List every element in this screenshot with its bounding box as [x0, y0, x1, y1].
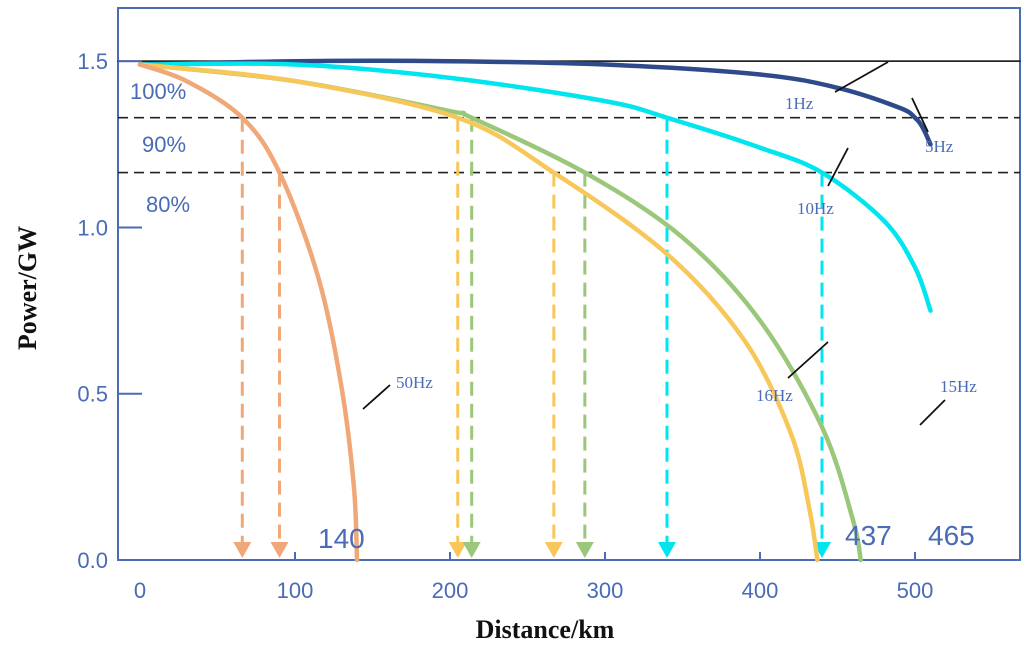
ref-label-90: 90% — [142, 132, 186, 157]
axis-ticks: 0 100 200 300 400 500 0.0 0.5 1.0 1.5 — [77, 49, 933, 603]
series-label-50hz: 50Hz — [396, 373, 433, 392]
series-label-15hz: 15Hz — [940, 377, 977, 396]
series-line-50hz — [137, 62, 360, 563]
series-line-16hz — [137, 62, 820, 563]
drop-arrow-0 — [233, 117, 252, 558]
drop-arrow-7 — [813, 172, 831, 558]
end-label-437: 437 — [845, 520, 892, 551]
end-label-140: 140 — [318, 523, 365, 554]
series-label-16hz: 16Hz — [756, 386, 793, 405]
x-tick-label: 300 — [587, 578, 624, 603]
label-leader-line — [787, 341, 829, 379]
end-label-465: 465 — [928, 520, 975, 551]
x-axis-title: Distance/km — [476, 615, 615, 644]
ref-label-80: 80% — [146, 192, 190, 217]
y-tick-label: 0.0 — [77, 548, 108, 573]
x-tick-label: 500 — [897, 578, 934, 603]
drop-arrow-4 — [544, 172, 563, 558]
x-tick-label: 400 — [742, 578, 779, 603]
drop-arrow-1 — [270, 172, 289, 558]
plot-frame — [117, 7, 1021, 561]
drop-arrows — [233, 117, 831, 558]
y-tick-label: 0.5 — [77, 382, 108, 407]
ref-label-100: 100% — [130, 79, 186, 104]
drop-arrow-3 — [462, 117, 481, 558]
series-line-10hz — [137, 61, 933, 313]
y-axis-title: Power/GW — [13, 226, 42, 350]
drop-arrow-6 — [658, 117, 676, 558]
x-tick-label: 100 — [277, 578, 314, 603]
label-leader-line — [834, 61, 889, 93]
label-leader-line — [362, 384, 391, 410]
label-leader-line — [919, 399, 946, 426]
series-label-10hz: 10Hz — [797, 199, 834, 218]
drop-arrow-5 — [575, 172, 594, 558]
series-label-5hz: 5Hz — [925, 137, 954, 156]
series-lines — [117, 58, 1021, 563]
x-tick-label: 0 — [134, 578, 146, 603]
y-tick-label: 1.0 — [77, 215, 108, 240]
series-line-5hz — [137, 58, 933, 147]
series-annotations — [362, 61, 946, 426]
label-leader-line — [911, 97, 929, 133]
label-leader-line — [827, 147, 849, 187]
x-tick-label: 200 — [432, 578, 469, 603]
series-label-1hz: 1Hz — [785, 94, 814, 113]
y-tick-label: 1.5 — [77, 49, 108, 74]
drop-arrow-2 — [448, 117, 467, 558]
